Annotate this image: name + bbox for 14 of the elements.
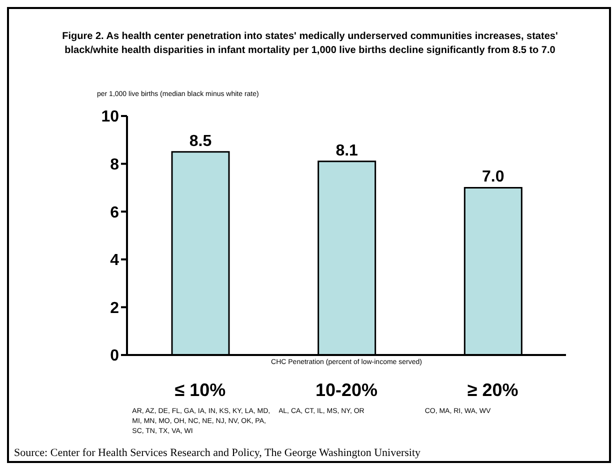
x-tick-label: 10-20%	[315, 380, 378, 400]
y-tick-label: 2	[110, 300, 120, 317]
y-tick-label: 8	[110, 156, 120, 174]
y-tick-label: 0	[110, 348, 120, 365]
y-tick-label: 6	[110, 204, 120, 222]
chart-title: Figure 2. As health center penetration into states' medically underserved communities increases, states' black/white health disparities in infant mortality per 1,000 live births decline significantly from 8.5 to 7.0	[61, 30, 559, 58]
x-tick-label: ≥ 20%	[467, 380, 518, 400]
x-tick-label: ≤ 10%	[174, 380, 226, 400]
y-tick-label: 10	[101, 108, 120, 126]
source-note: Source: Center for Health Services Research and Policy, The George Washington University	[14, 447, 421, 459]
data-label: 8.1	[336, 142, 358, 160]
data-label: 8.5	[189, 132, 212, 150]
data-label: 7.0	[482, 168, 504, 186]
y-tick-label: 4	[110, 252, 120, 270]
